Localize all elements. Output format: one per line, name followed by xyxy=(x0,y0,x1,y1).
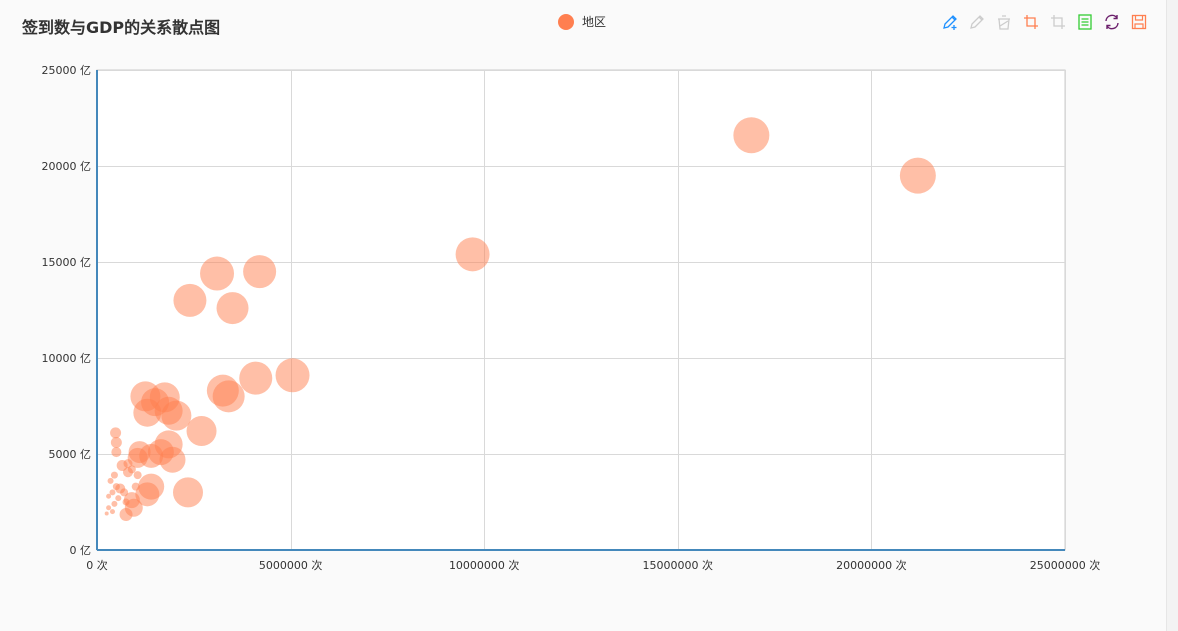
scatter-point xyxy=(110,436,122,448)
zoom-back-button[interactable] xyxy=(1048,12,1068,32)
scatter-point xyxy=(110,427,122,439)
x-tick-label: 5000000 次 xyxy=(259,558,323,572)
scatter-point xyxy=(161,400,192,431)
scatter-point xyxy=(133,398,162,427)
save-image-icon xyxy=(1131,14,1147,30)
scatter-point xyxy=(212,380,245,413)
scatter-point xyxy=(112,483,120,491)
zoom-back-icon xyxy=(1051,15,1065,29)
x-tick-label: 20000000 次 xyxy=(836,558,907,572)
scatter-point xyxy=(243,255,277,289)
scatter-point xyxy=(133,471,142,480)
scatter-point xyxy=(455,237,490,272)
mark-icon xyxy=(943,15,957,30)
mark-undo-button[interactable] xyxy=(967,12,987,32)
legend-label[interactable]: 地区 xyxy=(582,15,607,29)
scatter-point xyxy=(119,507,133,521)
scatter-point xyxy=(106,493,112,499)
zoom-button[interactable] xyxy=(1021,12,1041,32)
legend-swatch[interactable] xyxy=(558,13,574,30)
scatter-point xyxy=(111,500,118,507)
scatter-point xyxy=(111,447,122,458)
scatter-point xyxy=(127,447,148,468)
scatter-point xyxy=(186,415,217,446)
scrollbar[interactable] xyxy=(1166,0,1178,631)
scatter-point xyxy=(733,117,770,154)
scatter-point xyxy=(110,471,118,479)
scatter-point xyxy=(216,292,249,325)
y-tick-label: 25000 亿 xyxy=(42,64,92,77)
x-tick-label: 25000000 次 xyxy=(1030,558,1101,572)
y-tick-label: 10000 亿 xyxy=(42,352,92,365)
scatter-point xyxy=(115,495,122,502)
x-tick-label: 0 次 xyxy=(86,558,108,572)
scatter-point xyxy=(159,446,186,473)
x-tick-label: 10000000 次 xyxy=(449,558,520,572)
plot-area xyxy=(96,69,1066,551)
scatter-point xyxy=(120,488,129,497)
restore-button[interactable] xyxy=(1102,12,1122,32)
data-view-icon xyxy=(1078,14,1092,30)
chart-title: 签到数与GDP的关系散点图 xyxy=(22,18,221,37)
mark-undo-icon xyxy=(970,15,984,29)
save-image-button[interactable] xyxy=(1129,12,1149,32)
scatter-point xyxy=(172,477,203,508)
zoom-icon xyxy=(1024,15,1038,29)
y-tick-label: 15000 亿 xyxy=(42,256,92,269)
scatter-point xyxy=(173,283,207,317)
legend[interactable]: 地区 xyxy=(558,13,606,30)
scatter-point xyxy=(127,465,136,474)
scatter-point xyxy=(122,498,130,506)
toolbox xyxy=(940,12,1149,32)
scatter-point xyxy=(131,482,140,491)
data-view-button[interactable] xyxy=(1075,12,1095,32)
y-tick-label: 20000 亿 xyxy=(42,160,92,173)
scatter-point xyxy=(107,477,114,484)
mark-button[interactable] xyxy=(940,12,960,32)
scatter-point xyxy=(106,505,112,511)
scatter-point xyxy=(275,358,310,393)
restore-icon xyxy=(1105,14,1119,30)
scatter-point xyxy=(135,482,160,507)
scatter-point xyxy=(109,489,116,496)
x-tick-label: 15000000 次 xyxy=(643,558,714,572)
y-tick-label: 0 亿 xyxy=(70,544,92,557)
scatter-point xyxy=(200,256,235,291)
mark-clear-button[interactable] xyxy=(994,12,1014,32)
scatter-point xyxy=(104,511,109,516)
y-tick-label: 5000 亿 xyxy=(49,448,92,461)
mark-clear-icon xyxy=(998,15,1010,30)
scatter-point xyxy=(239,361,273,395)
scatter-point xyxy=(899,157,936,194)
scatter-point xyxy=(109,509,115,515)
